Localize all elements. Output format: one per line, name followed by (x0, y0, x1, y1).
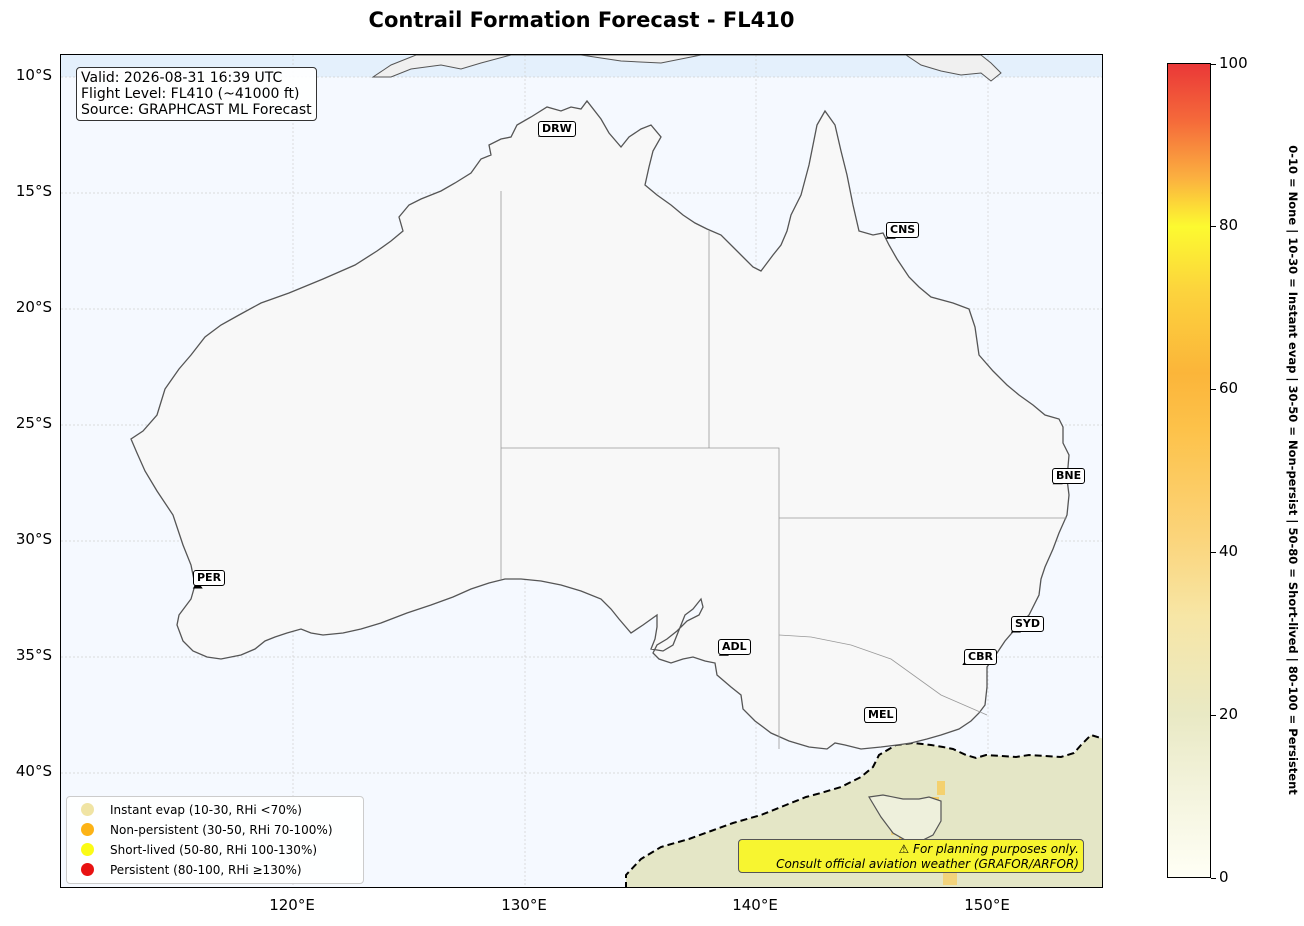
colorbar-axis-title: 0-10 = None | 10-30 = Instant evap | 30-… (1278, 70, 1304, 870)
cbar-tick (1211, 64, 1216, 65)
city-label-per[interactable]: PER (193, 570, 226, 586)
state-borders (500, 191, 1067, 749)
colorbar (1167, 63, 1211, 878)
cbar-tick (1211, 878, 1216, 879)
legend-label: Instant evap (10-30, RHi <70%) (110, 803, 302, 817)
city-label-syd[interactable]: SYD (1011, 616, 1045, 632)
lon-label-150e: 150°E (964, 896, 1010, 914)
cbar-tick (1211, 226, 1216, 227)
forecast-source: Source: GRAPHCAST ML Forecast (81, 102, 312, 118)
legend-item-non-persistent: Non-persistent (30-50, RHi 70-100%) (81, 821, 333, 839)
lat-label-15s: 15°S (15, 182, 52, 200)
tasmania-landmass (868, 794, 942, 842)
valid-time: Valid: 2026-08-31 16:39 UTC (81, 70, 283, 86)
lon-label-120e: 120°E (269, 896, 315, 914)
legend-dot-icon (81, 803, 94, 816)
map-legend: Instant evap (10-30, RHi <70%) Non-persi… (66, 796, 364, 884)
cbar-tick (1211, 552, 1216, 553)
lat-label-40s: 40°S (15, 762, 52, 780)
legend-label: Persistent (80-100, RHi ≥130%) (110, 863, 302, 877)
cbar-label-80: 80 (1219, 216, 1239, 234)
city-label-mel[interactable]: MEL (864, 707, 898, 723)
australia-landmass (130, 99, 1070, 750)
legend-item-short-lived: Short-lived (50-80, RHi 100-130%) (81, 841, 317, 859)
city-label-adl[interactable]: ADL (718, 639, 751, 655)
city-label-cbr[interactable]: CBR (964, 649, 997, 665)
city-label-cns[interactable]: CNS (886, 222, 920, 238)
chart-title: Contrail Formation Forecast - FL410 (368, 8, 795, 32)
map-canvas (61, 55, 1102, 887)
cbar-tick (1211, 389, 1216, 390)
lat-label-35s: 35°S (15, 646, 52, 664)
city-label-bne[interactable]: BNE (1052, 468, 1086, 484)
legend-dot-icon (81, 823, 94, 836)
cbar-label-20: 20 (1219, 705, 1239, 723)
cbar-label-60: 60 (1219, 379, 1239, 397)
lat-label-10s: 10°S (15, 66, 52, 84)
cbar-label-0: 0 (1219, 868, 1229, 886)
lon-label-130e: 130°E (501, 896, 547, 914)
lat-label-25s: 25°S (15, 414, 52, 432)
lat-label-20s: 20°S (15, 298, 52, 316)
new-guinea-landmass (371, 55, 1002, 82)
lon-label-140e: 140°E (732, 896, 778, 914)
colorbar-axis-label: 0-10 = None | 10-30 = Instant evap | 30-… (1286, 145, 1300, 795)
warning-line-1: ⚠ For planning purposes only. (898, 842, 1079, 856)
legend-label: Short-lived (50-80, RHi 100-130%) (110, 843, 318, 857)
map-panel[interactable] (60, 54, 1103, 888)
sea-band-north (61, 55, 1102, 77)
legend-dot-icon (81, 863, 94, 876)
planning-warning-box: ⚠ For planning purposes only. Consult of… (738, 839, 1084, 873)
cbar-tick (1211, 715, 1216, 716)
legend-item-persistent: Persistent (80-100, RHi ≥130%) (81, 861, 302, 879)
cbar-label-100: 100 (1219, 54, 1248, 72)
city-label-drw[interactable]: DRW (538, 121, 576, 137)
lat-label-30s: 30°S (15, 530, 52, 548)
forecast-info-box: Valid: 2026-08-31 16:39 UTC Flight Level… (76, 67, 317, 121)
legend-label: Non-persistent (30-50, RHi 70-100%) (110, 823, 333, 837)
legend-dot-icon (81, 843, 94, 856)
warning-line-2: Consult official aviation weather (GRAFO… (776, 857, 1079, 871)
legend-item-instant-evap: Instant evap (10-30, RHi <70%) (81, 801, 302, 819)
cbar-label-40: 40 (1219, 542, 1239, 560)
flight-level: Flight Level: FL410 (~41000 ft) (81, 86, 300, 102)
